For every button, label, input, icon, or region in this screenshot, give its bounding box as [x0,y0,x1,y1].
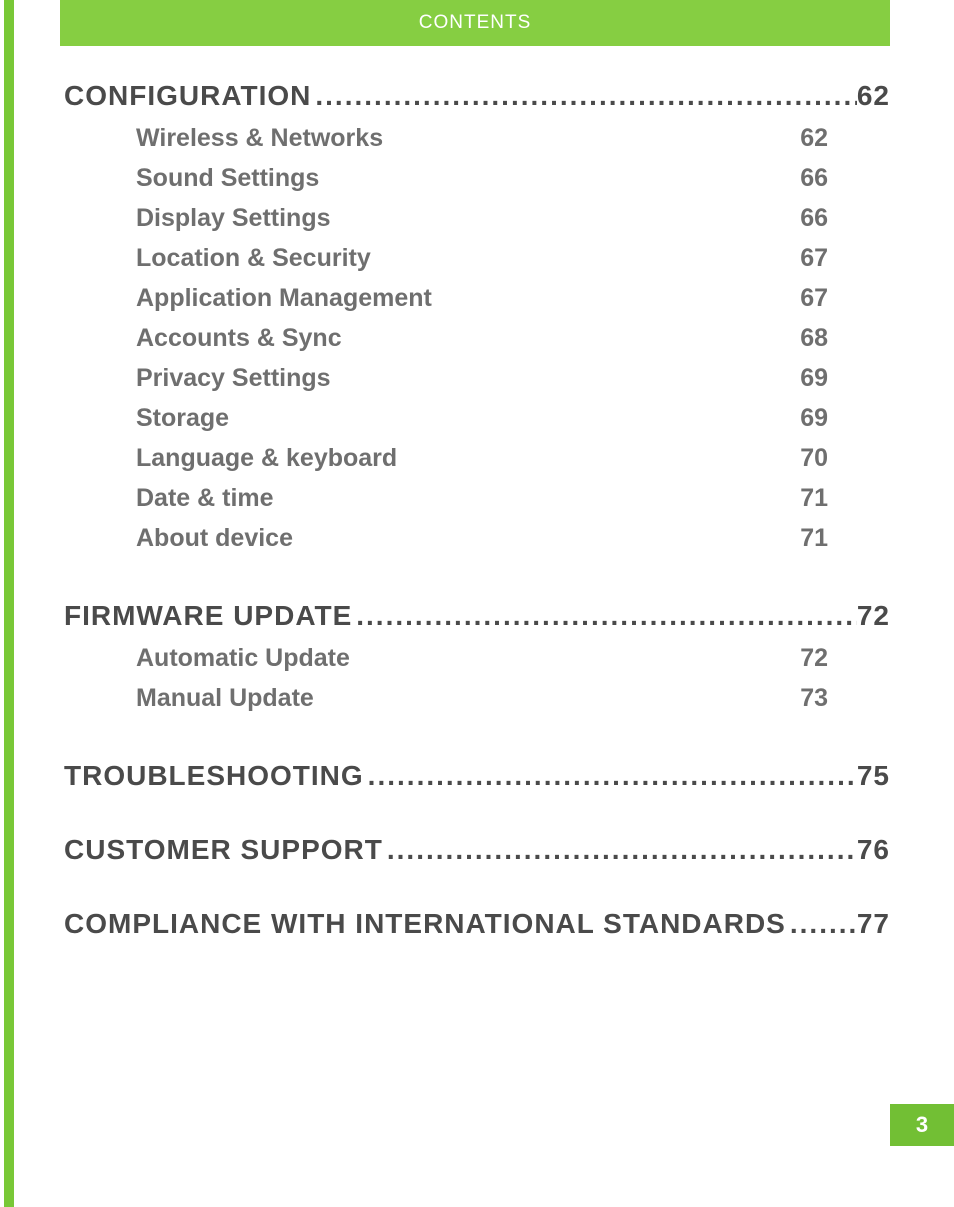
toc-subsection-row[interactable]: Sound Settings66 [64,158,890,198]
toc-section-title: COMPLIANCE WITH INTERNATIONAL STANDARDS [64,908,786,940]
toc-subsection-list: Automatic Update72Manual Update73 [64,638,890,718]
toc-subsection-title: Wireless & Networks [136,118,800,158]
toc-section-page: 76 [857,834,890,866]
toc-section-page: 77 [857,908,890,940]
toc-subsection-row[interactable]: Date & time71 [64,478,890,518]
toc-subsection-title: Application Management [136,278,800,318]
toc-leader-dots: ........................................… [352,600,857,632]
toc-subsection-page: 69 [800,358,828,398]
toc-section-row[interactable]: CUSTOMER SUPPORT........................… [64,834,890,866]
toc-section-page: 72 [857,600,890,632]
page-number: 3 [916,1112,928,1138]
toc-subsection-page: 70 [800,438,828,478]
toc-subsection-row[interactable]: Privacy Settings69 [64,358,890,398]
toc-subsection-title: Date & time [136,478,800,518]
toc-section-row[interactable]: COMPLIANCE WITH INTERNATIONAL STANDARDS.… [64,908,890,940]
toc-leader-dots: ........................................… [364,760,857,792]
page-number-badge: 3 [890,1104,954,1146]
toc-section-row[interactable]: FIRMWARE UPDATE.........................… [64,600,890,632]
toc-subsection-row[interactable]: Application Management67 [64,278,890,318]
toc-subsection-page: 67 [800,238,828,278]
toc-section-title: CUSTOMER SUPPORT [64,834,383,866]
toc-subsection-page: 72 [800,638,828,678]
toc-subsection-list: Wireless & Networks62Sound Settings66Dis… [64,118,890,558]
toc-section: COMPLIANCE WITH INTERNATIONAL STANDARDS.… [64,908,890,940]
toc-subsection-row[interactable]: About device71 [64,518,890,558]
toc-subsection-row[interactable]: Automatic Update72 [64,638,890,678]
toc-subsection-title: About device [136,518,800,558]
toc-subsection-title: Display Settings [136,198,800,238]
toc-subsection-page: 68 [800,318,828,358]
toc-subsection-row[interactable]: Manual Update73 [64,678,890,718]
toc-section: TROUBLESHOOTING.........................… [64,760,890,792]
contents-header: CONTENTS [60,0,890,46]
toc-subsection-row[interactable]: Storage69 [64,398,890,438]
toc-body: CONFIGURATION...........................… [64,80,890,982]
left-accent-bar [4,0,14,1207]
contents-header-label: CONTENTS [419,12,532,34]
toc-section-title: TROUBLESHOOTING [64,760,364,792]
toc-leader-dots: ........................................… [311,80,856,112]
toc-subsection-row[interactable]: Location & Security67 [64,238,890,278]
toc-subsection-row[interactable]: Accounts & Sync68 [64,318,890,358]
toc-subsection-title: Location & Security [136,238,800,278]
toc-subsection-page: 71 [800,478,828,518]
toc-subsection-title: Accounts & Sync [136,318,800,358]
toc-subsection-page: 67 [800,278,828,318]
toc-subsection-page: 73 [800,678,828,718]
toc-leader-dots: ........................................… [786,908,857,940]
toc-subsection-title: Automatic Update [136,638,800,678]
toc-section-title: CONFIGURATION [64,80,311,112]
toc-subsection-page: 69 [800,398,828,438]
toc-section-title: FIRMWARE UPDATE [64,600,352,632]
toc-subsection-row[interactable]: Display Settings66 [64,198,890,238]
toc-subsection-page: 66 [800,158,828,198]
toc-section-page: 75 [857,760,890,792]
toc-subsection-page: 62 [800,118,828,158]
toc-section-row[interactable]: CONFIGURATION...........................… [64,80,890,112]
toc-subsection-title: Privacy Settings [136,358,800,398]
toc-section: CONFIGURATION...........................… [64,80,890,558]
toc-subsection-title: Storage [136,398,800,438]
toc-subsection-row[interactable]: Language & keyboard70 [64,438,890,478]
toc-subsection-row[interactable]: Wireless & Networks62 [64,118,890,158]
toc-section: CUSTOMER SUPPORT........................… [64,834,890,866]
toc-section-row[interactable]: TROUBLESHOOTING.........................… [64,760,890,792]
toc-leader-dots: ........................................… [383,834,857,866]
toc-subsection-title: Manual Update [136,678,800,718]
toc-subsection-title: Sound Settings [136,158,800,198]
toc-subsection-page: 66 [800,198,828,238]
toc-subsection-title: Language & keyboard [136,438,800,478]
toc-subsection-page: 71 [800,518,828,558]
toc-section: FIRMWARE UPDATE.........................… [64,600,890,718]
toc-section-page: 62 [857,80,890,112]
